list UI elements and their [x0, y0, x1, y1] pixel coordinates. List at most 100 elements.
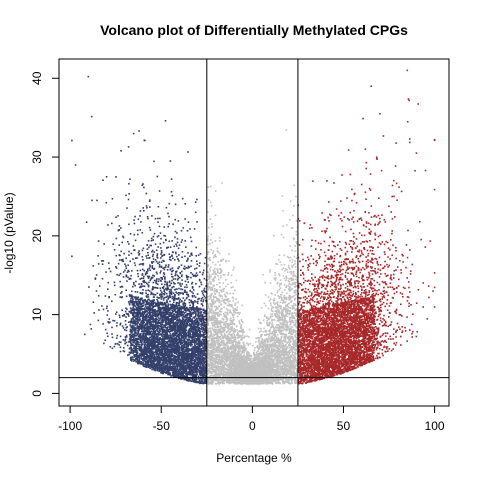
data-point: [379, 300, 382, 303]
data-point: [368, 228, 371, 230]
data-point: [161, 359, 163, 362]
data-point: [115, 267, 118, 269]
data-point: [158, 357, 160, 359]
data-point: [309, 290, 311, 293]
data-point: [399, 328, 401, 330]
data-point: [371, 252, 373, 255]
data-point: [287, 297, 290, 299]
data-point: [277, 319, 280, 321]
data-point: [292, 296, 294, 298]
data-point: [282, 274, 285, 277]
data-point: [384, 320, 387, 323]
data-point: [190, 380, 193, 383]
data-point: [146, 275, 149, 278]
data-point: [280, 233, 283, 236]
data-point: [406, 277, 408, 279]
data-point: [164, 120, 167, 122]
data-point: [169, 293, 171, 295]
data-point: [177, 267, 180, 270]
data-point: [365, 221, 368, 223]
data-point: [210, 294, 212, 296]
data-point: [143, 269, 146, 272]
data-point: [276, 341, 279, 344]
data-point: [143, 275, 145, 278]
data-point: [309, 224, 312, 226]
data-point: [190, 299, 192, 302]
data-point: [281, 297, 283, 300]
data-point: [136, 357, 138, 360]
data-point: [302, 277, 305, 280]
data-point: [376, 346, 379, 348]
data-point: [185, 329, 188, 332]
data-point: [156, 283, 159, 286]
data-point: [363, 318, 366, 320]
data-point: [357, 267, 360, 270]
data-point: [333, 257, 336, 260]
data-point: [151, 255, 154, 258]
data-point: [264, 359, 267, 362]
data-point: [284, 376, 286, 378]
data-point: [274, 272, 276, 274]
data-point: [298, 302, 300, 305]
data-point: [350, 272, 353, 275]
data-point: [376, 262, 379, 264]
data-point: [161, 278, 164, 280]
data-point: [289, 341, 292, 343]
data-point: [154, 286, 156, 289]
data-point: [127, 321, 130, 323]
data-point: [347, 357, 350, 360]
data-point: [254, 346, 256, 349]
data-point: [361, 279, 364, 282]
data-point: [260, 340, 263, 343]
data-point: [170, 365, 172, 368]
data-point: [313, 300, 316, 303]
data-point: [309, 355, 312, 357]
data-point: [198, 285, 201, 288]
data-point: [296, 309, 298, 311]
data-point: [371, 333, 374, 336]
data-point: [291, 333, 293, 336]
data-point: [286, 326, 288, 329]
data-point: [231, 358, 234, 361]
data-point: [148, 290, 151, 292]
data-point: [184, 305, 186, 307]
data-point: [302, 296, 305, 299]
data-point: [382, 354, 384, 357]
data-point: [128, 223, 130, 226]
data-point: [336, 315, 339, 318]
data-point: [119, 350, 122, 353]
data-point: [377, 342, 379, 344]
data-point: [199, 253, 202, 255]
data-point: [336, 344, 338, 346]
data-point: [299, 355, 302, 357]
data-point: [163, 296, 166, 299]
data-point: [365, 161, 368, 164]
data-point: [303, 320, 305, 322]
data-point: [298, 282, 300, 285]
data-point: [291, 382, 293, 385]
data-point: [359, 315, 362, 317]
data-point: [377, 352, 379, 355]
data-point: [208, 368, 210, 370]
data-point: [190, 349, 193, 352]
data-point: [137, 218, 140, 221]
data-point: [341, 263, 343, 266]
data-point: [164, 283, 166, 286]
data-point: [383, 296, 386, 299]
data-point: [269, 327, 272, 329]
data-point: [285, 129, 288, 131]
data-point: [327, 359, 329, 362]
data-point: [320, 249, 322, 251]
data-point: [196, 260, 198, 262]
data-point: [190, 366, 192, 368]
data-point: [178, 307, 181, 310]
data-point: [173, 245, 175, 248]
data-point: [309, 299, 311, 302]
data-point: [291, 321, 293, 323]
data-point: [224, 316, 226, 318]
data-point: [157, 246, 159, 248]
data-point: [141, 256, 144, 258]
data-point: [337, 298, 339, 301]
data-point: [189, 366, 192, 368]
data-point: [344, 299, 346, 302]
